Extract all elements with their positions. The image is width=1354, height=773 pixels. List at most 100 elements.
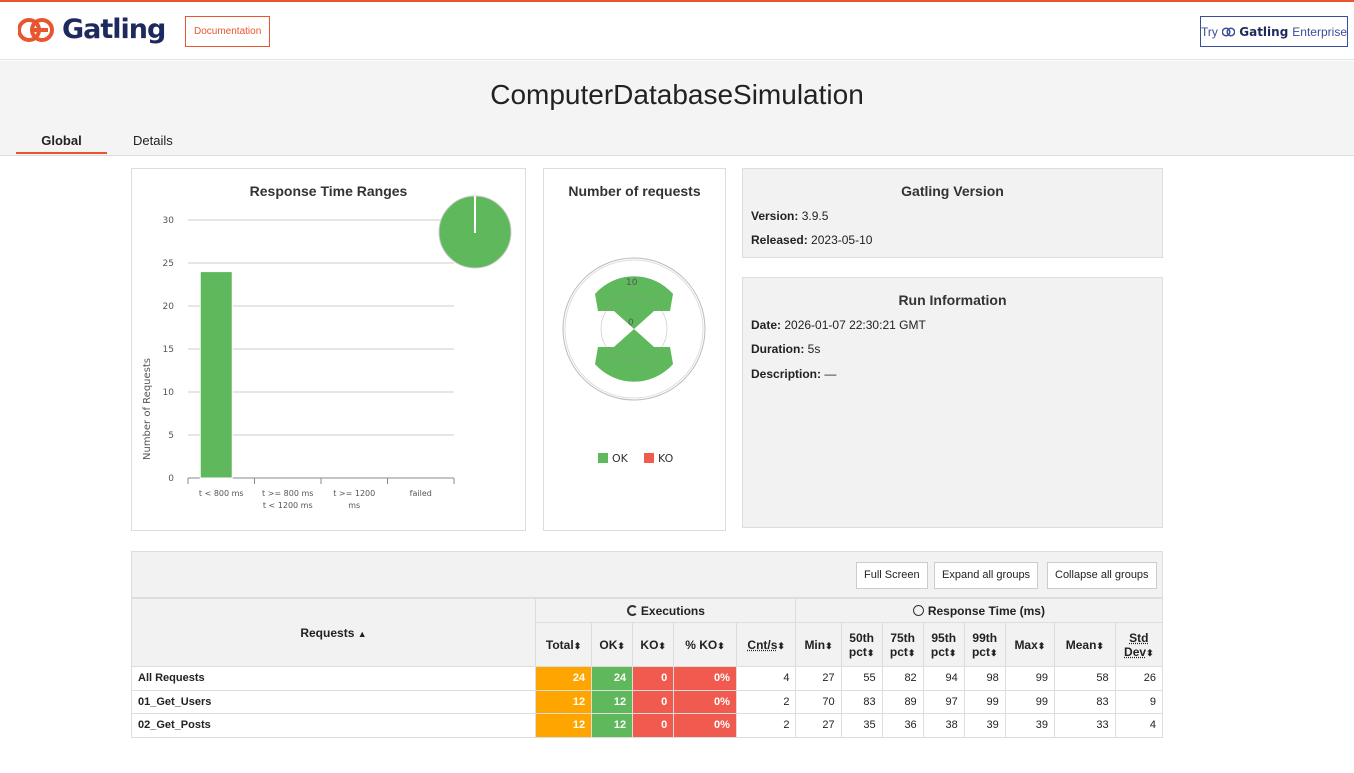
duration-label: Duration:	[751, 342, 805, 356]
cell-pct-ko: 0%	[673, 689, 737, 714]
cell-std: 4	[1114, 713, 1164, 738]
description-value: —	[824, 367, 837, 381]
duration-row: Duration: 5s	[751, 342, 820, 356]
col-total[interactable]: Total⬍	[534, 622, 593, 667]
table-row[interactable]: 01_Get_Users 12 12 0 0% 2 70 83 89 97 99 99 83 9	[131, 689, 1164, 714]
col-max[interactable]: Max⬍	[1004, 622, 1056, 667]
cell-p95: 94	[922, 666, 965, 691]
try-suffix: Enterprise	[1292, 24, 1347, 39]
documentation-button[interactable]: Documentation	[185, 16, 271, 47]
x-category-label: t < 800 ms	[199, 489, 244, 498]
gatling-version-panel: Gatling Version Version: 3.9.5 Released:…	[742, 168, 1163, 258]
requests-header[interactable]: Requests ▲	[131, 598, 536, 667]
y-tick-label: 10	[163, 388, 175, 398]
cell-p95: 97	[922, 689, 965, 714]
cell-cnt: 4	[735, 666, 797, 691]
cell-ok: 24	[591, 666, 634, 691]
version-value: 3.9.5	[801, 209, 829, 223]
col-cnt-per-sec[interactable]: Cnt/s⬍	[735, 622, 797, 667]
cell-cnt: 2	[735, 713, 797, 738]
col-pct-ko[interactable]: % KO⬍	[673, 622, 737, 667]
cell-std: 9	[1114, 689, 1164, 714]
cell-max: 39	[1004, 713, 1056, 738]
cell-total: 12	[534, 689, 593, 714]
inner-grid-circle	[600, 295, 668, 363]
cell-p50: 83	[840, 689, 883, 714]
cell-pct-ko: 0%	[673, 713, 737, 738]
stats-table: Requests ▲ Executions Response Time (ms)…	[131, 598, 1164, 738]
released-row: Released: 2023-05-10	[751, 233, 872, 247]
col-p75[interactable]: 75th pct⬍	[881, 622, 924, 667]
full-screen-button[interactable]: Full Screen	[856, 562, 928, 589]
cell-min: 27	[795, 666, 842, 691]
col-std-dev[interactable]: Std Dev⬍	[1114, 622, 1164, 667]
legend-ko-swatch	[644, 453, 654, 463]
cell-p95: 38	[922, 713, 965, 738]
logo-text: Gatling	[62, 14, 166, 45]
y-tick-label: 5	[168, 431, 174, 441]
bar-0	[199, 271, 233, 479]
cell-p99: 98	[963, 666, 1006, 691]
response-time-ranges-title: Response Time Ranges	[249, 183, 408, 199]
try-enterprise-button[interactable]: Try Gatling Enterprise	[1200, 16, 1348, 47]
x-category-label: ms	[348, 501, 360, 510]
table-row[interactable]: 02_Get_Posts 12 12 0 0% 2 27 35 36 38 39 39 33 4	[131, 713, 1164, 738]
col-mean[interactable]: Mean⬍	[1054, 622, 1116, 667]
table-row[interactable]: All Requests 24 24 0 0% 4 27 55 82 94 98 99 58 26	[131, 666, 1164, 691]
cell-p50: 35	[840, 713, 883, 738]
version-label: Version:	[751, 209, 799, 223]
y-axis-label: Number of Requests	[142, 358, 153, 460]
try-prefix: Try	[1201, 24, 1218, 39]
cell-p75: 36	[881, 713, 924, 738]
tab-details[interactable]: Details	[133, 133, 173, 148]
col-p99[interactable]: 99th pct⬍	[963, 622, 1006, 667]
executions-header: Executions	[534, 598, 797, 623]
col-ok[interactable]: OK⬍	[591, 622, 634, 667]
date-row: Date: 2026-01-07 22:30:21 GMT	[751, 318, 926, 332]
clock-icon	[913, 604, 925, 616]
gatling-logo-icon	[18, 17, 54, 42]
y-tick-label: 0	[168, 474, 174, 484]
cell-std: 26	[1114, 666, 1164, 691]
date-label: Date:	[751, 318, 782, 332]
cell-max: 99	[1004, 666, 1056, 691]
released-label: Released:	[751, 233, 808, 247]
legend-ok-label: OK	[612, 452, 629, 465]
gatling-version-title: Gatling Version	[901, 183, 1004, 199]
legend-ko-label: KO	[658, 452, 674, 465]
top-accent-line	[0, 0, 1354, 2]
cell-total: 12	[534, 713, 593, 738]
col-p95[interactable]: 95th pct⬍	[922, 622, 965, 667]
request-name[interactable]: 02_Get_Posts	[131, 713, 536, 738]
response-time-header: Response Time (ms)	[795, 598, 1163, 623]
duration-value: 5s	[807, 342, 821, 356]
executions-icon	[626, 604, 638, 616]
request-name[interactable]: 01_Get_Users	[131, 689, 536, 714]
cell-ko: 0	[632, 713, 675, 738]
col-ko[interactable]: KO⬍	[632, 622, 675, 667]
cell-cnt: 2	[735, 689, 797, 714]
gatling-logo[interactable]: Gatling	[18, 14, 166, 45]
cell-p99: 39	[963, 713, 1006, 738]
run-information-title: Run Information	[898, 292, 1007, 308]
y-tick-label: 15	[163, 345, 174, 355]
simulation-title: ComputerDatabaseSimulation	[490, 79, 864, 110]
tab-global[interactable]: Global	[16, 133, 107, 154]
col-min[interactable]: Min⬍	[795, 622, 842, 667]
y-tick-label: 20	[163, 302, 175, 312]
run-information-panel: Run Information Date: 2026-01-07 22:30:2…	[742, 277, 1163, 528]
request-name[interactable]: All Requests	[131, 666, 536, 691]
response-time-ranges-chart: Number of Requests 0 5 10 15 20 25 30 t < 800 m…	[142, 216, 455, 510]
expand-all-groups-button[interactable]: Expand all groups	[934, 562, 1039, 589]
cell-p75: 82	[881, 666, 924, 691]
version-row: Version: 3.9.5	[751, 209, 828, 223]
col-p50[interactable]: 50th pct⬍	[840, 622, 883, 667]
radial-tick-10: 10	[626, 278, 638, 288]
response-time-pie	[438, 195, 512, 269]
cell-mean: 33	[1054, 713, 1116, 738]
description-label: Description:	[751, 367, 822, 381]
try-brand: Gatling	[1239, 24, 1289, 39]
date-value: 2026-01-07 22:30:21 GMT	[784, 318, 926, 332]
collapse-all-groups-button[interactable]: Collapse all groups	[1047, 562, 1157, 589]
stats-toolbar: Full Screen Expand all groups Collapse a…	[131, 551, 1163, 598]
